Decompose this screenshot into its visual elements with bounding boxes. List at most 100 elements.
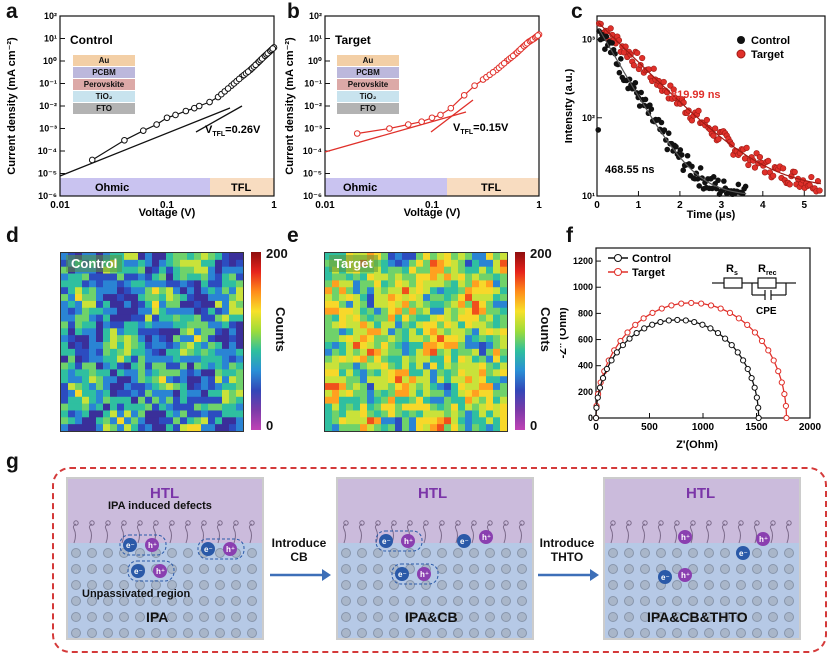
- map-pixel: [215, 273, 223, 281]
- map-pixel: [75, 362, 83, 370]
- lattice-site: [199, 580, 209, 590]
- map-pixel: [353, 403, 361, 412]
- map-pixel: [472, 342, 480, 350]
- map-pixel: [166, 403, 174, 412]
- map-pixel: [236, 280, 243, 288]
- map-pixel: [110, 376, 118, 384]
- map-pixel: [68, 300, 76, 309]
- map-pixel: [61, 424, 69, 431]
- map-pixel: [117, 273, 125, 281]
- data-point: [88, 156, 96, 164]
- map-pixel: [360, 348, 368, 357]
- map-pixel: [124, 328, 132, 336]
- x-axis-label: Voltage (V): [139, 207, 196, 219]
- map-pixel: [332, 280, 340, 288]
- region-tfl-label: TFL: [231, 182, 251, 194]
- hole-label: h⁺: [404, 537, 413, 546]
- data-point: [139, 127, 147, 134]
- data-point: [753, 150, 760, 157]
- tick-label: 10²: [582, 113, 595, 123]
- map-pixel: [332, 403, 340, 412]
- map-pixel: [346, 280, 354, 288]
- lattice-site: [768, 596, 778, 606]
- map-pixel: [360, 362, 368, 370]
- map-pixel: [138, 376, 146, 384]
- map-pixel: [208, 424, 216, 431]
- map-pixel: [500, 335, 507, 343]
- map-pixel: [409, 335, 417, 343]
- ligand-head: [487, 520, 493, 526]
- map-pixel: [388, 376, 396, 384]
- map-pixel: [152, 273, 160, 281]
- map-pixel: [423, 376, 431, 384]
- electron-label: e⁻: [382, 537, 391, 546]
- map-pixel: [416, 294, 424, 302]
- electron-icon: [457, 534, 471, 548]
- tick-label: 0: [594, 200, 600, 211]
- map-pixel: [381, 328, 389, 336]
- tick-label: 10⁻⁶: [303, 191, 322, 201]
- map-pixel: [423, 403, 431, 412]
- lattice-site: [720, 612, 730, 622]
- map-pixel: [409, 410, 417, 418]
- perovskite-layer: [605, 543, 799, 638]
- map-pixel: [194, 280, 202, 288]
- lattice-site: [736, 612, 746, 622]
- ligand-head: [137, 520, 143, 526]
- map-pixel: [173, 417, 181, 425]
- map-pixel: [145, 328, 153, 336]
- circuit-rs-label: Rs: [726, 263, 738, 277]
- data-point: [673, 143, 679, 150]
- lattice-site: [453, 580, 463, 590]
- ligand-head: [674, 520, 680, 526]
- map-pixel: [458, 342, 466, 350]
- map-pixel: [215, 314, 223, 323]
- map-pixel: [138, 369, 146, 377]
- map-pixel: [222, 376, 230, 384]
- map-pixel: [416, 362, 424, 370]
- map-pixel: [103, 280, 111, 288]
- map-pixel: [131, 403, 139, 412]
- tick-label: 800: [578, 308, 593, 318]
- data-point: [619, 342, 627, 349]
- data-point: [808, 173, 815, 181]
- map-pixel: [96, 335, 104, 343]
- map-pixel: [110, 410, 118, 418]
- map-pixel: [479, 355, 487, 364]
- map-pixel: [236, 321, 243, 329]
- map-pixel: [145, 417, 153, 425]
- map-pixel: [152, 280, 160, 288]
- stage-caption: IPA&CB: [405, 609, 458, 625]
- lattice-site: [71, 580, 81, 590]
- map-pixel: [472, 280, 480, 288]
- stack-layer-au: Au: [73, 55, 135, 67]
- map-pixel: [152, 321, 160, 329]
- lattice-site: [469, 580, 479, 590]
- data-point: [613, 349, 620, 356]
- map-pixel: [374, 328, 382, 336]
- map-pixel: [381, 389, 389, 398]
- map-pixel: [465, 342, 473, 350]
- data-point: [595, 127, 602, 133]
- map-pixel: [423, 355, 431, 364]
- data-point: [153, 121, 160, 128]
- stage-caption: IPA&CB&THTO: [647, 609, 748, 625]
- map-pixel: [110, 294, 118, 302]
- lattice-site: [247, 548, 257, 558]
- map-pixel: [325, 280, 333, 288]
- map-pixel: [61, 417, 69, 425]
- map-pixel: [444, 376, 452, 384]
- map-pixel: [437, 396, 445, 405]
- lattice-site: [517, 612, 527, 622]
- map-pixel: [472, 307, 480, 316]
- map-pixel: [103, 335, 111, 343]
- map-pixel: [152, 424, 160, 431]
- map-pixel: [381, 287, 389, 295]
- map-pixel: [68, 307, 76, 316]
- htl-label: HTL: [150, 485, 180, 502]
- lattice-site: [624, 628, 634, 638]
- map-pixel: [437, 355, 445, 364]
- map-pixel: [145, 259, 153, 268]
- map-pixel: [131, 348, 139, 357]
- map-pixel: [458, 383, 466, 391]
